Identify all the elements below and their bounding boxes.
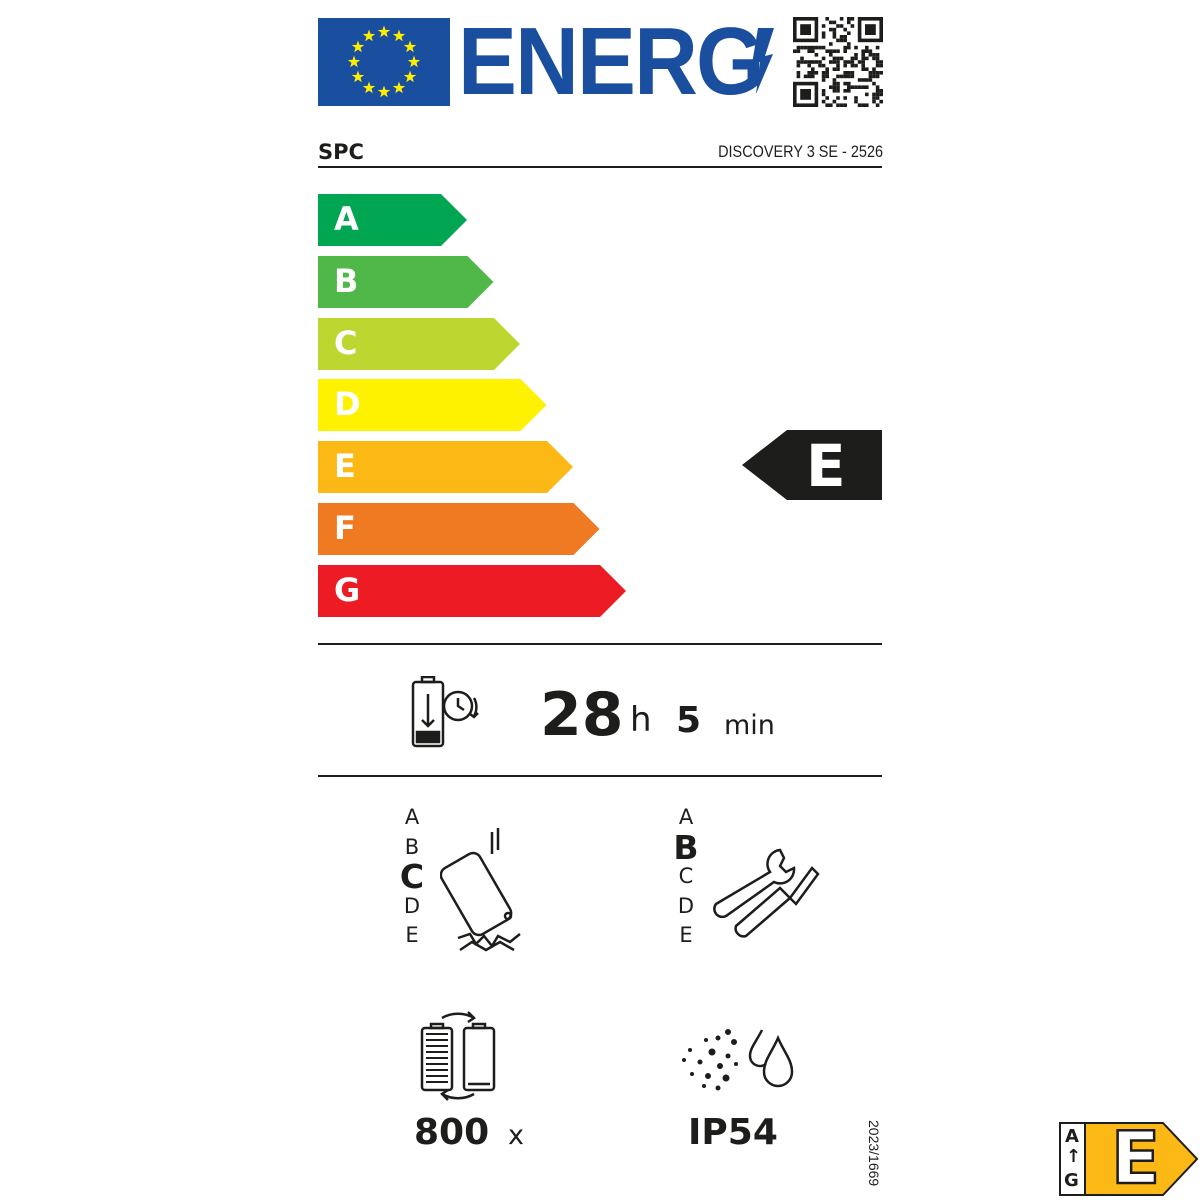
- endurance-hours: 28: [540, 680, 624, 750]
- class-letter: C: [334, 323, 358, 362]
- energy-class-bar-b: B: [318, 255, 494, 308]
- scale-class-d: D: [403, 893, 421, 918]
- dust-water-icon: [682, 1029, 794, 1091]
- star-icon: [403, 70, 417, 83]
- star-icon: [362, 81, 376, 94]
- battery-cycle-icon: [420, 1011, 496, 1101]
- brand-name: SPC: [318, 140, 364, 164]
- energy-class-bar-d: D: [318, 379, 547, 432]
- star-icon: [392, 29, 406, 42]
- badge-range-top: A: [1065, 1126, 1079, 1147]
- scale-class-b: B: [404, 834, 420, 859]
- star-icon: [407, 55, 421, 68]
- badge-range-bottom: G: [1064, 1170, 1079, 1191]
- star-icon: [377, 85, 391, 98]
- class-letter: F: [334, 509, 356, 547]
- star-icon: [351, 70, 365, 83]
- star-icon: [392, 81, 406, 94]
- hours-unit: h: [630, 700, 652, 740]
- endurance-minutes: 5: [676, 700, 702, 741]
- star-icon: [403, 40, 417, 53]
- battery-cycles-unit: x: [508, 1120, 524, 1151]
- star-icon: [351, 40, 365, 53]
- scale-class-e: E: [679, 923, 693, 947]
- battery-clock-icon: [411, 676, 479, 748]
- rated-class-marker: E: [742, 430, 882, 500]
- battery-cycles-value: 800: [414, 1112, 490, 1153]
- class-letter: E: [334, 447, 356, 486]
- energy-class-badge: A ↑ G E: [1059, 1115, 1199, 1200]
- ip-rating: IP54: [688, 1112, 778, 1153]
- rated-class-letter: E: [806, 432, 846, 500]
- energy-class-bar-f: F: [318, 503, 600, 555]
- regulation-text: 2023/1669: [866, 1120, 882, 1187]
- scale-class-c: C: [678, 864, 694, 888]
- scale-class-c: C: [399, 857, 425, 896]
- wrench-screwdriver-icon: [713, 848, 820, 938]
- scale-class-e: E: [405, 923, 419, 947]
- scale-class-b: B: [673, 827, 699, 867]
- qr-code[interactable]: [793, 17, 883, 107]
- divider: [318, 775, 882, 777]
- class-letter: A: [334, 200, 359, 238]
- scale-class-d: D: [677, 893, 695, 918]
- eu-flag-logo: [318, 18, 450, 106]
- phone-drop-icon: [440, 828, 521, 952]
- divider: [318, 643, 882, 645]
- scale-class-a: A: [678, 805, 694, 829]
- lightning-icon: [752, 28, 774, 94]
- regulation-number: 2023/1669: [862, 1120, 886, 1186]
- energy-class-bar-a: A: [318, 194, 467, 246]
- class-letter: B: [334, 261, 359, 300]
- star-icon: [377, 25, 391, 38]
- energy-class-bar-e: E: [318, 441, 573, 494]
- star-icon: [347, 55, 361, 68]
- energy-title: ENERG: [458, 14, 765, 110]
- scale-class-a: A: [404, 805, 420, 829]
- energy-class-bar-g: G: [318, 564, 626, 617]
- minutes-unit: min: [724, 710, 775, 741]
- model-name: DISCOVERY 3 SE - 2526: [718, 142, 883, 161]
- class-letter: D: [334, 385, 361, 424]
- badge-class: E: [1110, 1115, 1162, 1200]
- star-icon: [362, 29, 376, 42]
- energy-class-bar-c: C: [318, 317, 520, 370]
- arrow-up-icon: ↑: [1066, 1146, 1082, 1167]
- class-letter: G: [334, 570, 361, 609]
- energy-title-text: ENERG: [458, 8, 765, 115]
- divider: [318, 166, 882, 168]
